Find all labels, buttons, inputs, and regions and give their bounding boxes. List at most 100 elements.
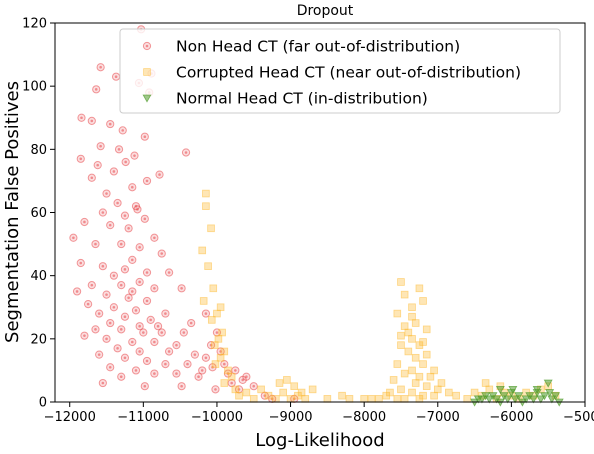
data-point	[183, 360, 192, 369]
data-point	[463, 395, 472, 403]
data-point	[117, 325, 126, 334]
data-point	[128, 183, 137, 192]
y-axis: 0 20 40 60 80 100 120	[22, 17, 55, 411]
legend-marker	[142, 41, 152, 51]
y-tick-label: 120	[22, 17, 47, 32]
data-point	[109, 303, 118, 312]
data-point	[87, 116, 96, 126]
data-point	[338, 391, 346, 400]
data-point	[408, 366, 416, 375]
data-point	[386, 388, 394, 397]
data-point	[257, 385, 265, 394]
legend-item: Corrupted Head CT (near out-of-distribut…	[143, 64, 521, 82]
x-tick-label: −12000	[44, 410, 96, 425]
data-point	[508, 385, 518, 394]
data-point	[224, 366, 232, 375]
data-point	[411, 353, 420, 362]
data-point	[142, 268, 152, 277]
data-point	[397, 385, 405, 394]
data-point	[114, 145, 124, 154]
data-point	[135, 347, 144, 356]
data-point	[445, 388, 453, 397]
data-point	[408, 335, 416, 343]
data-point	[345, 395, 354, 403]
data-point	[80, 217, 89, 227]
data-point	[202, 202, 210, 210]
legend-item: Normal Head CT (in-distribution)	[142, 90, 428, 108]
data-point	[102, 334, 111, 343]
data-point	[484, 395, 494, 404]
data-point	[272, 395, 280, 403]
data-point	[77, 113, 86, 122]
data-point	[473, 395, 483, 404]
data-point	[514, 392, 524, 401]
data-point	[128, 287, 137, 296]
data-point	[249, 395, 258, 403]
data-point	[121, 157, 130, 167]
data-point	[231, 385, 240, 394]
data-point	[120, 211, 130, 220]
data-point	[164, 268, 174, 277]
data-point	[131, 306, 141, 315]
legend-label: Normal Head CT (in-distribution)	[176, 90, 428, 108]
data-point	[128, 255, 137, 264]
data-point	[400, 322, 409, 330]
data-point	[400, 290, 409, 299]
y-tick-label: 60	[30, 206, 47, 221]
data-point	[120, 353, 130, 362]
data-point	[393, 395, 402, 403]
data-point	[216, 303, 225, 312]
data-point	[153, 322, 163, 331]
data-point	[211, 360, 220, 368]
data-point	[283, 376, 291, 384]
data-point	[426, 372, 435, 381]
points-layer	[69, 25, 564, 407]
data-point	[213, 309, 221, 318]
data-point	[430, 391, 438, 400]
data-point	[120, 265, 130, 274]
chart-title: Dropout	[297, 3, 354, 19]
x-tick-label: −8000	[342, 410, 386, 425]
data-point	[207, 224, 215, 233]
data-point	[76, 258, 85, 268]
data-point	[106, 119, 115, 129]
data-point	[202, 189, 210, 198]
data-point	[84, 299, 93, 309]
data-point	[279, 388, 287, 397]
data-point	[481, 379, 490, 387]
data-point	[113, 344, 122, 353]
data-point	[235, 391, 243, 400]
data-point	[98, 208, 107, 217]
data-point	[113, 198, 122, 208]
data-point	[87, 281, 96, 290]
data-point	[249, 382, 258, 391]
legend-item: Non Head CT (far out-of-distribution)	[142, 38, 460, 56]
data-point	[209, 284, 218, 293]
data-point	[80, 331, 89, 340]
data-point	[415, 395, 424, 403]
data-point	[397, 331, 405, 340]
data-point	[76, 154, 85, 163]
data-point	[109, 271, 118, 280]
data-point	[118, 126, 127, 135]
data-point	[411, 379, 420, 387]
data-point	[481, 392, 491, 401]
data-point	[415, 284, 424, 293]
data-point	[437, 379, 446, 387]
y-tick-label: 40	[30, 269, 47, 284]
data-point	[164, 347, 174, 356]
data-point	[393, 309, 402, 318]
legend-marker	[142, 94, 152, 103]
x-tick-label: −10000	[191, 410, 243, 425]
y-tick-label: 20	[30, 332, 47, 347]
data-point	[227, 372, 236, 381]
data-point	[190, 350, 199, 359]
data-point	[547, 395, 557, 404]
data-point	[510, 395, 520, 404]
data-point	[411, 319, 420, 327]
data-point	[452, 391, 460, 400]
data-point	[161, 309, 170, 318]
data-point	[106, 363, 115, 372]
data-point	[404, 328, 413, 337]
